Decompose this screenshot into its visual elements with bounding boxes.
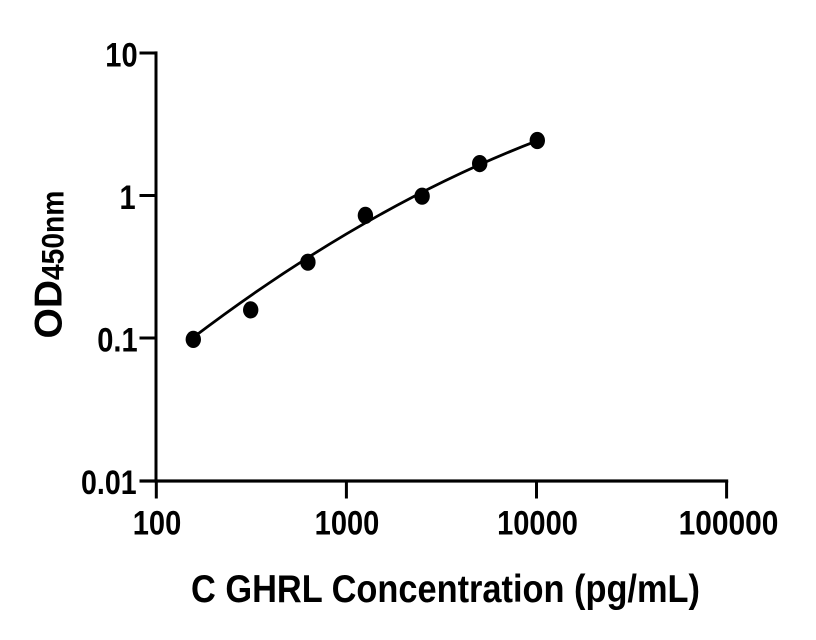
svg-text:0.1: 0.1 <box>97 320 137 359</box>
svg-text:100000: 100000 <box>679 504 779 542</box>
svg-text:1000: 1000 <box>315 503 380 542</box>
svg-text:10000: 10000 <box>497 503 578 542</box>
svg-text:1: 1 <box>119 178 135 217</box>
svg-text:450nm: 450nm <box>36 191 71 280</box>
svg-text:10: 10 <box>105 35 137 74</box>
svg-text:0.01: 0.01 <box>81 462 137 501</box>
svg-text:OD: OD <box>28 280 71 339</box>
svg-text:C GHRL Concentration (pg/mL): C GHRL Concentration (pg/mL) <box>191 567 700 611</box>
svg-text:100: 100 <box>133 503 181 542</box>
